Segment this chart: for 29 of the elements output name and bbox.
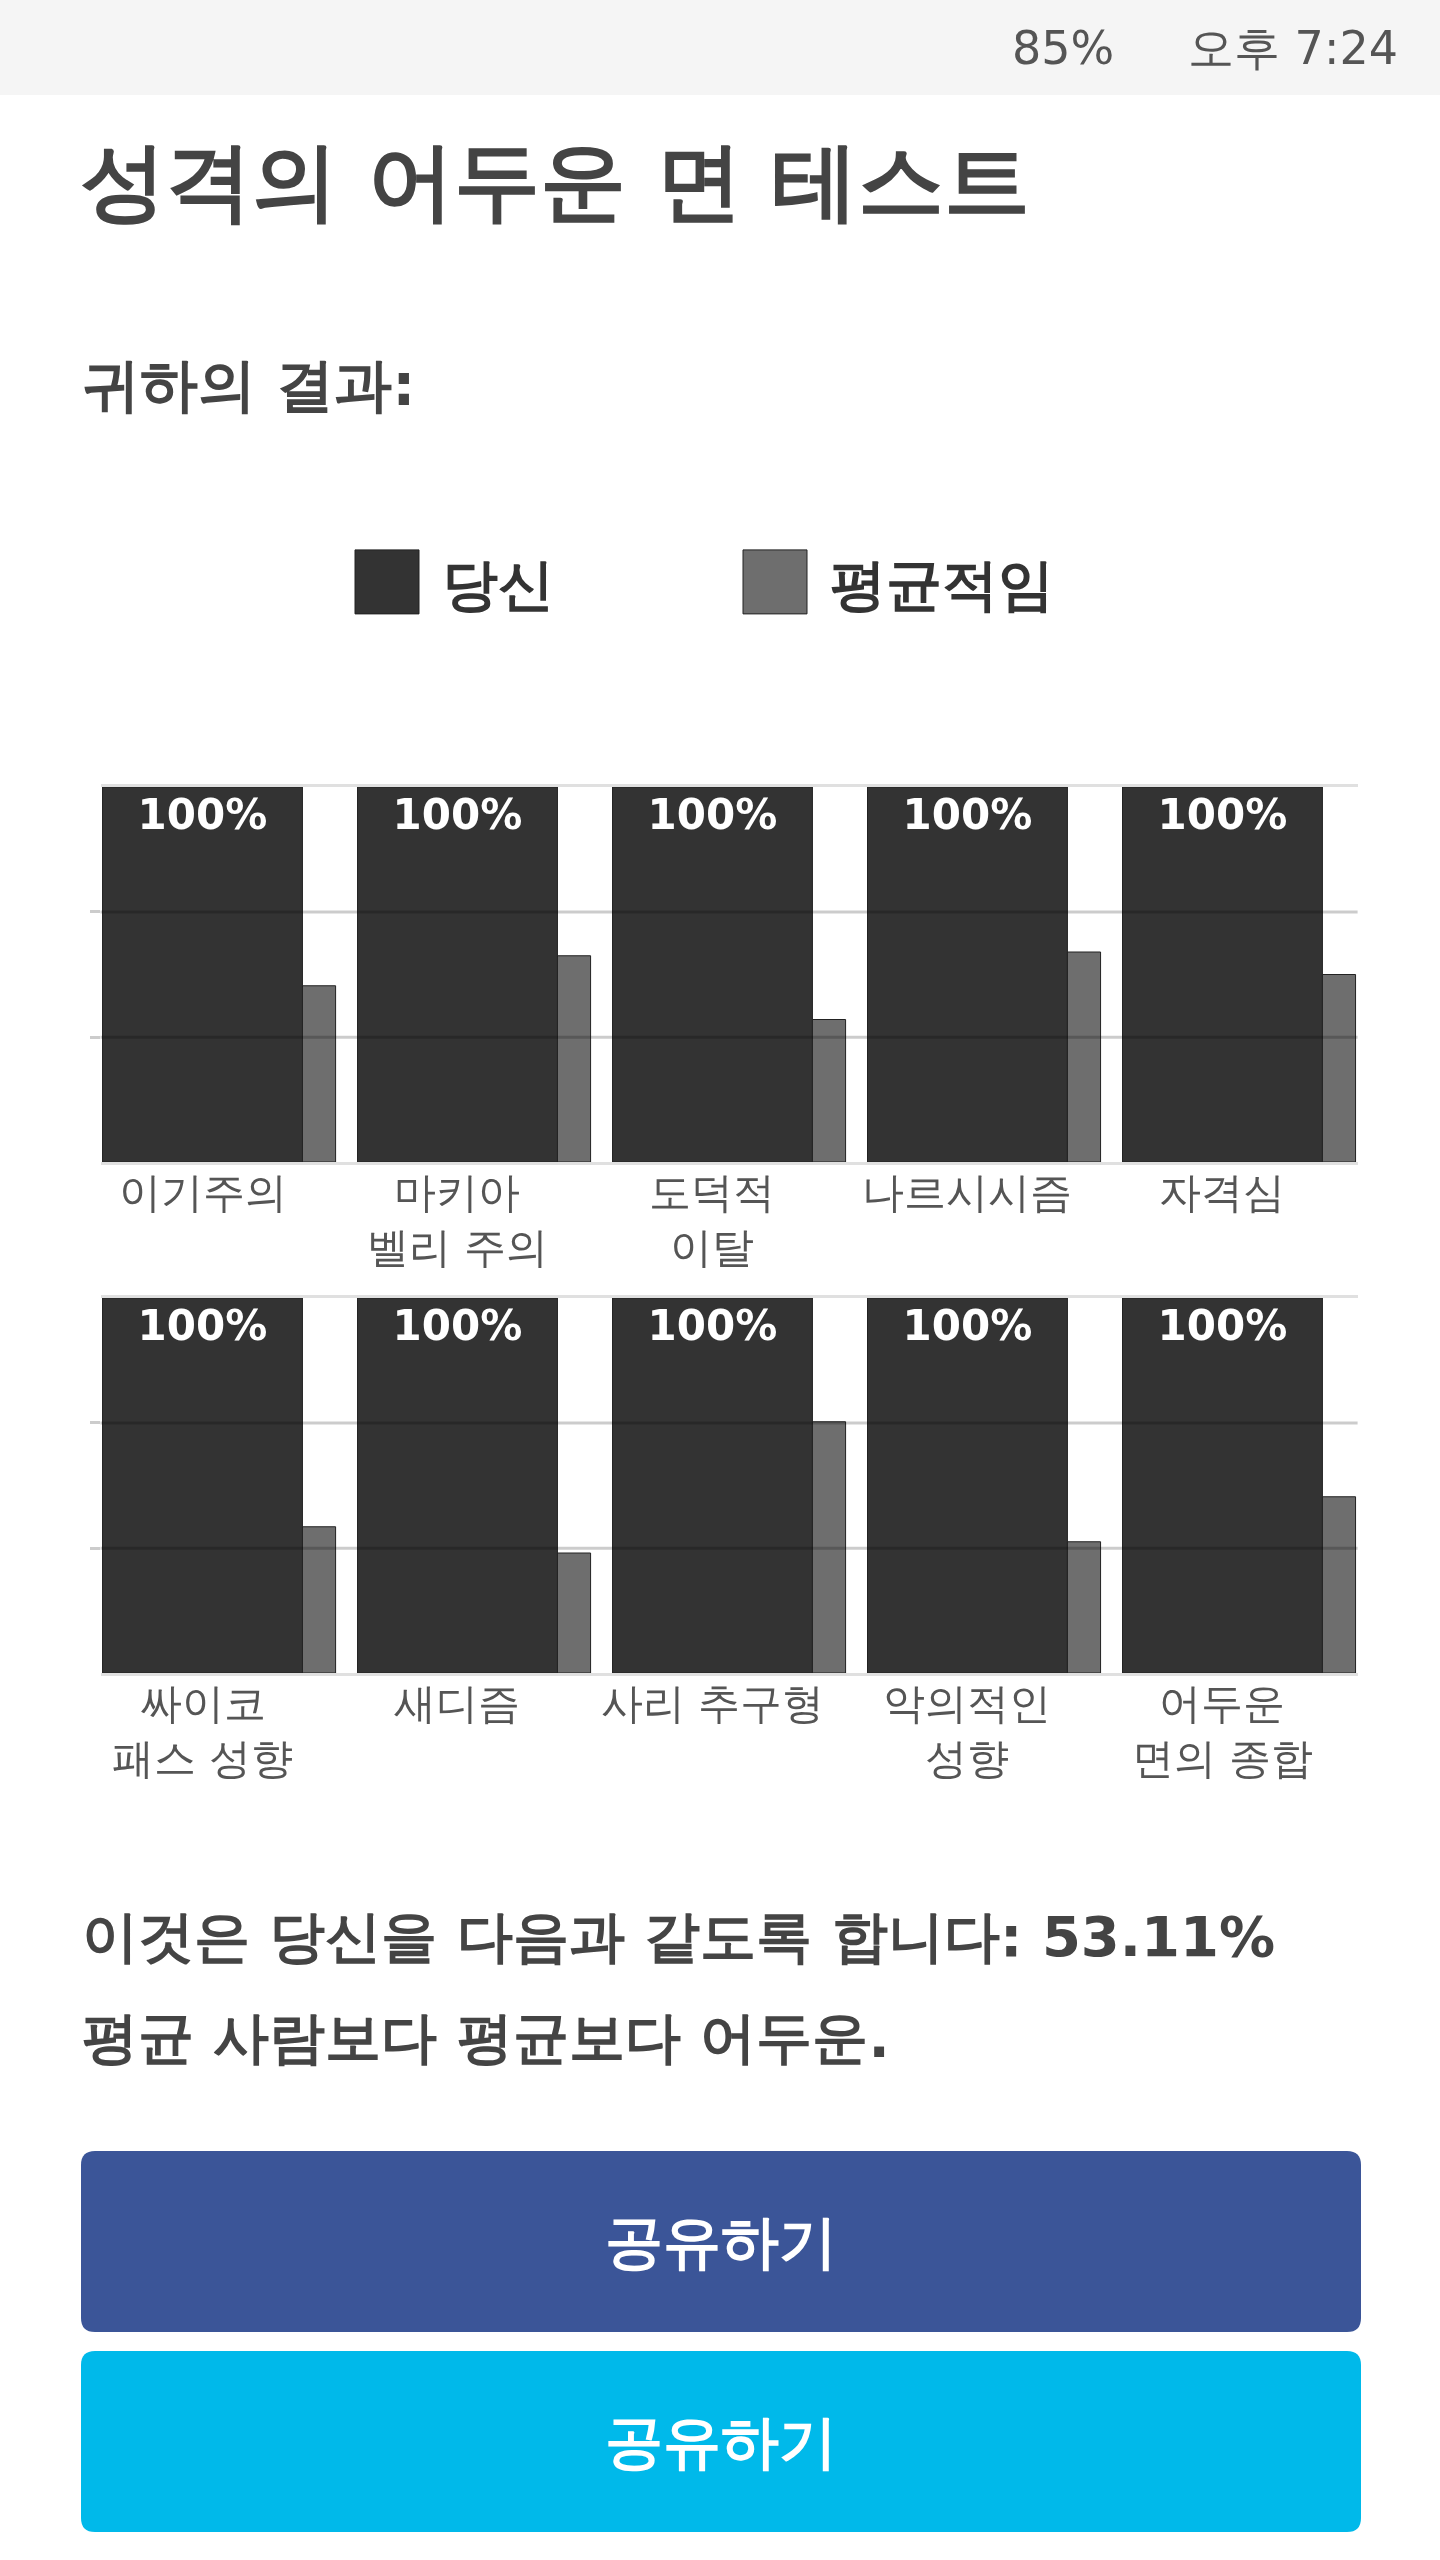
- chart-title: 성격의 어두운 면 테스트: [80, 131, 1030, 232]
- x-tick-label: 도덕적 이탈: [649, 1168, 776, 1272]
- data-label: 100%: [647, 790, 778, 839]
- data-label: 100%: [137, 1301, 268, 1350]
- data-label: 100%: [647, 1301, 778, 1350]
- x-tick-label: 이기주의: [118, 1168, 287, 1218]
- data-label: 100%: [902, 1301, 1033, 1350]
- data-label: 100%: [1157, 790, 1288, 839]
- text: 공유하기: [605, 2208, 837, 2276]
- x-tick-label: 자격심: [1159, 1168, 1286, 1218]
- data-label: 100%: [392, 1301, 523, 1350]
- x-tick-label: 사리 추구형: [600, 1679, 825, 1729]
- data-label: 100%: [1157, 1301, 1288, 1350]
- legend-label: 평균적임: [830, 551, 1054, 617]
- x-tick-label: 새디즘: [394, 1679, 521, 1729]
- chart-subtitle: 귀하의 결과:: [82, 351, 416, 419]
- data-label: 100%: [902, 790, 1033, 839]
- x-tick-label: 어두운 면의 종합: [1131, 1679, 1314, 1783]
- legend-label: 당신: [442, 551, 554, 617]
- x-tick-label: 마키아 벨리 주의: [366, 1168, 549, 1272]
- text: 공유하기: [605, 2408, 837, 2476]
- data-label: 100%: [392, 790, 523, 839]
- text: 이것은 당신을 다음과 같도록 합니다: 53.11% 평균 사람보다 평균보다 어두운.: [82, 1904, 1276, 2070]
- x-tick-label: 나르시시즘: [862, 1168, 1073, 1218]
- x-tick-label: 싸이코 패스 성향: [111, 1679, 294, 1783]
- data-label: 100%: [137, 790, 268, 839]
- x-tick-label: 악의적인 성향: [883, 1679, 1052, 1783]
- text: 85%: [1012, 21, 1115, 75]
- text: 오후 7:24: [1188, 21, 1398, 75]
